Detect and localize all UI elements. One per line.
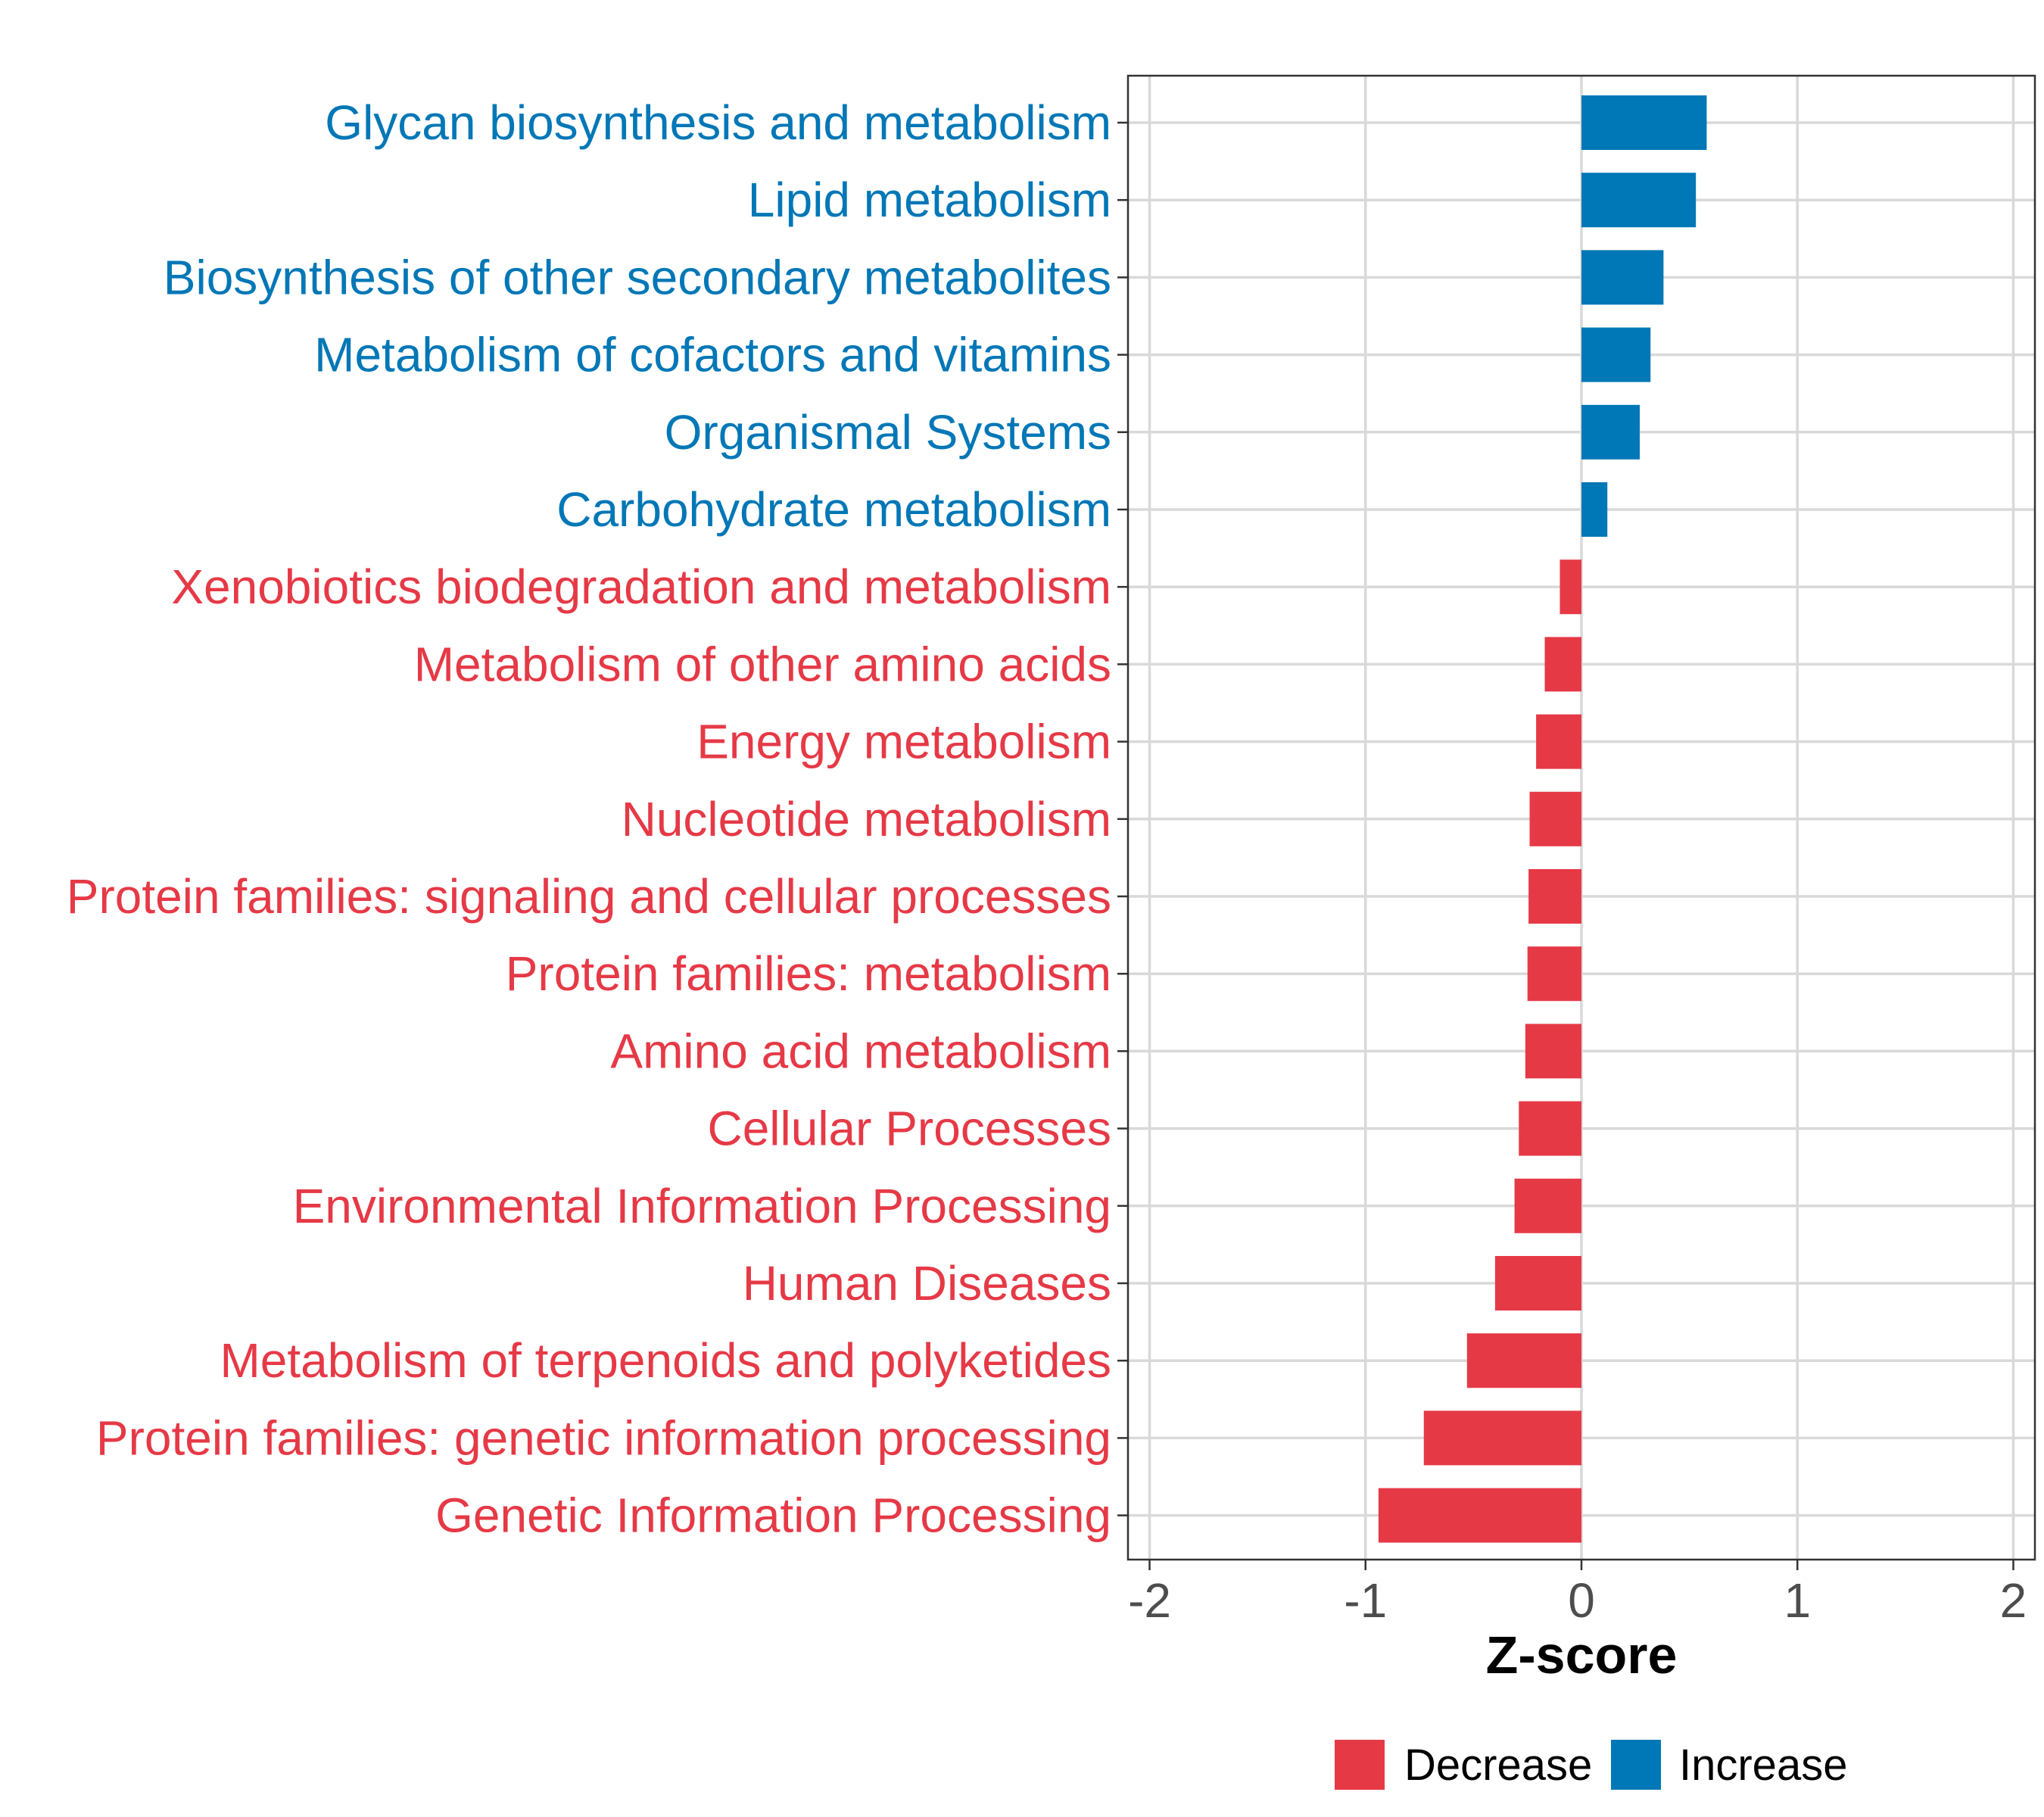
bar (1514, 1178, 1581, 1233)
bar (1581, 404, 1640, 460)
bar (1525, 1024, 1581, 1079)
category-label: Protein families: genetic information pr… (96, 1410, 1111, 1465)
x-tick-label: 0 (1568, 1573, 1595, 1628)
category-label: Glycan biosynthesis and metabolism (325, 95, 1111, 150)
bar (1466, 1333, 1581, 1388)
bar (1581, 95, 1707, 150)
x-axis: -2 -1 0 1 2 (1128, 1560, 2027, 1628)
x-tick-label: -1 (1344, 1573, 1387, 1628)
bars (1378, 95, 1707, 1543)
y-axis: Glycan biosynthesis and metabolism Lipid … (67, 95, 1128, 1543)
x-tick-label: 2 (2000, 1573, 2027, 1628)
bar (1581, 250, 1664, 305)
bar (1528, 869, 1581, 924)
x-tick-label: 1 (1784, 1573, 1811, 1628)
legend: Decrease Increase (1335, 1740, 1847, 1790)
category-label: Organismal Systems (665, 405, 1111, 460)
bar (1378, 1488, 1581, 1543)
category-label: Human Diseases (743, 1256, 1111, 1311)
bar (1581, 173, 1697, 228)
category-label: Carbohydrate metabolism (556, 482, 1111, 537)
bar (1527, 946, 1581, 1002)
category-label: Protein families: metabolism (506, 946, 1111, 1001)
bar (1544, 637, 1581, 692)
category-label: Energy metabolism (696, 715, 1111, 769)
category-label: Genetic Information Processing (435, 1488, 1111, 1543)
bar (1519, 1101, 1581, 1156)
bar (1581, 327, 1651, 382)
category-label: Nucleotide metabolism (622, 792, 1111, 846)
bar (1559, 559, 1581, 615)
category-label: Amino acid metabolism (610, 1024, 1111, 1078)
category-label: Metabolism of cofactors and vitamins (314, 328, 1111, 382)
category-label: Cellular Processes (707, 1102, 1111, 1156)
category-label: Metabolism of terpenoids and polyketides (220, 1333, 1111, 1388)
legend-swatch-decrease (1335, 1740, 1385, 1790)
category-label: Metabolism of other amino acids (414, 637, 1111, 691)
bar (1529, 791, 1581, 846)
category-label: Lipid metabolism (748, 173, 1111, 227)
x-tick-label: -2 (1128, 1573, 1171, 1628)
legend-label-increase: Increase (1679, 1741, 1847, 1790)
category-label: Environmental Information Processing (293, 1179, 1111, 1233)
bar (1423, 1410, 1581, 1466)
category-label: Xenobiotics biodegradation and metabolis… (171, 559, 1111, 614)
category-label: Protein families: signaling and cellular… (67, 869, 1111, 924)
x-axis-title: Z-score (1486, 1625, 1678, 1685)
category-label: Biosynthesis of other secondary metaboli… (164, 250, 1111, 304)
legend-swatch-increase (1611, 1740, 1661, 1790)
bar (1494, 1256, 1581, 1311)
bar (1536, 714, 1581, 769)
bar (1581, 482, 1608, 537)
legend-label-decrease: Decrease (1404, 1741, 1592, 1790)
